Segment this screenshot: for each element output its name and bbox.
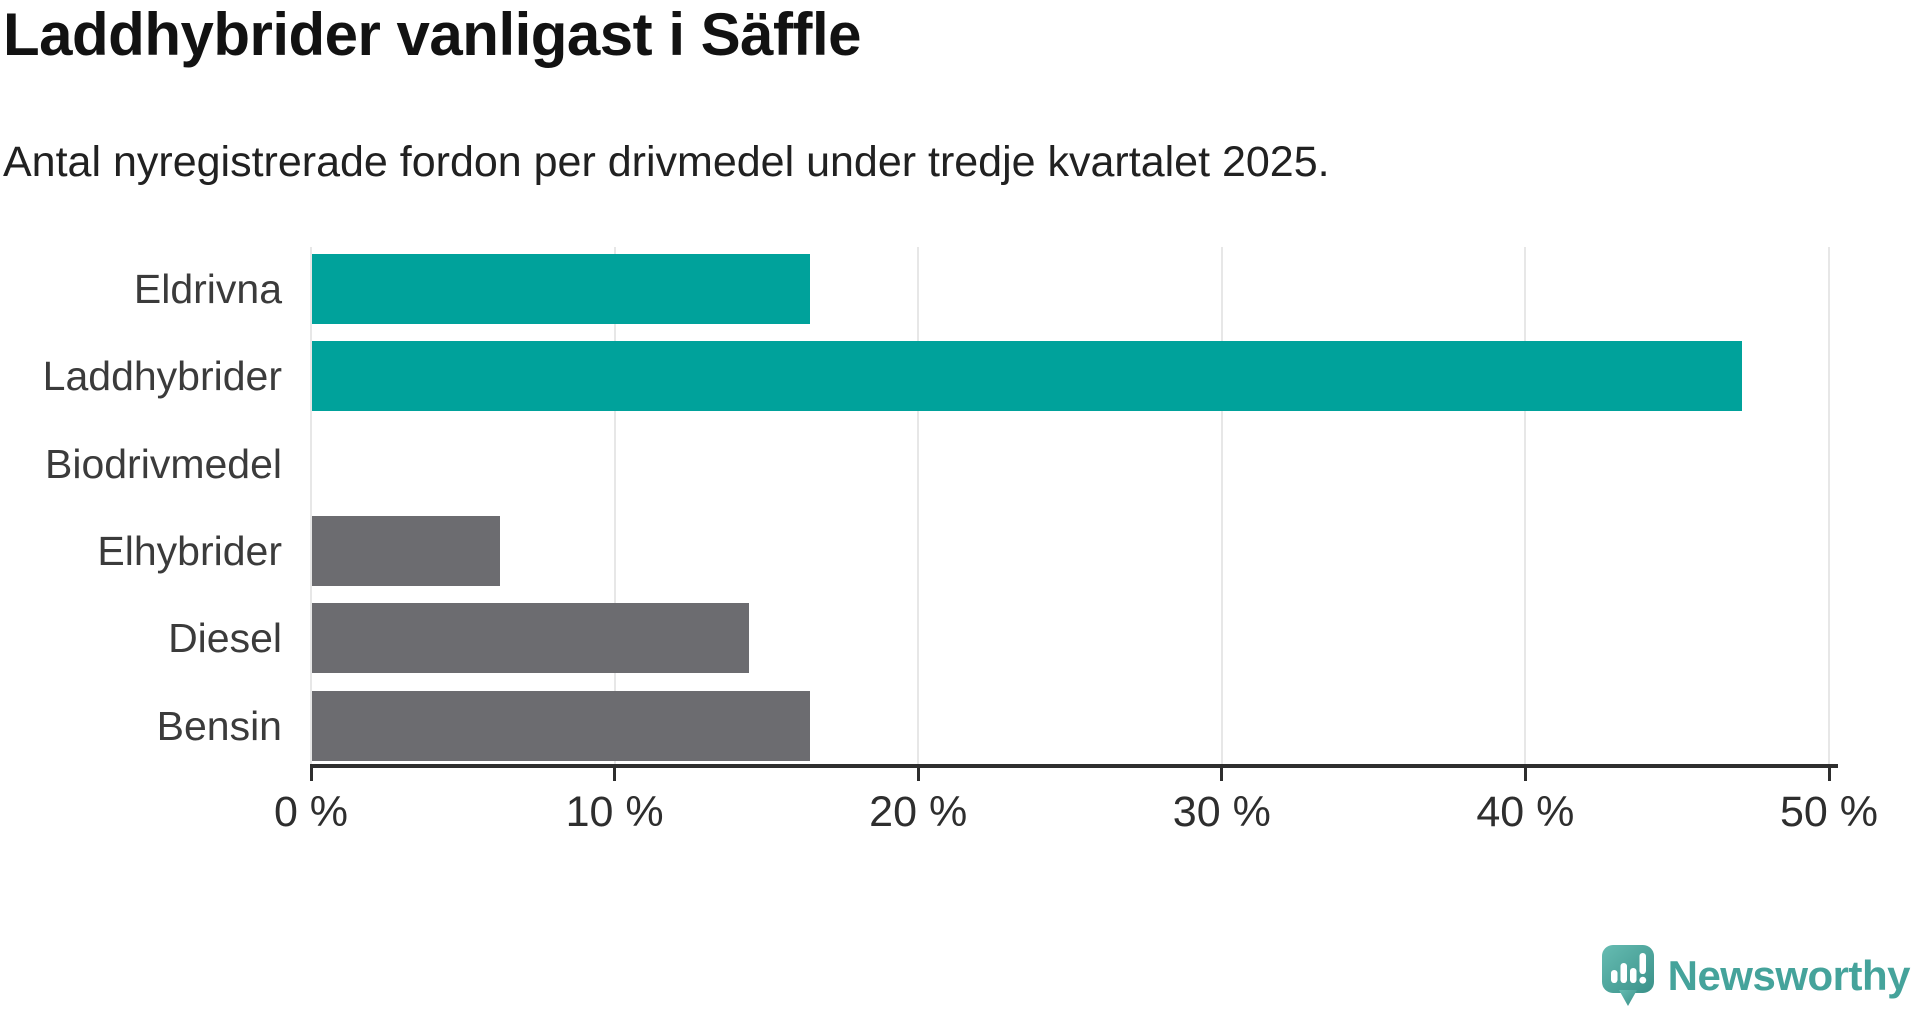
gridline bbox=[1524, 247, 1527, 764]
gridline bbox=[1828, 247, 1830, 764]
category-label: Laddhybrider bbox=[42, 353, 282, 399]
chart-title: Laddhybrider vanligast i Säffle bbox=[3, 1, 862, 68]
bar-bensin bbox=[312, 691, 810, 761]
x-axis-tick bbox=[613, 764, 617, 781]
newsworthy-logo: Newsworthy bbox=[1601, 945, 1911, 1006]
bar-elhybrider bbox=[312, 516, 500, 586]
gridline bbox=[613, 247, 616, 764]
x-axis-tick-label: 0 % bbox=[273, 788, 349, 836]
gridline bbox=[917, 247, 920, 764]
x-axis-tick bbox=[1523, 764, 1527, 781]
newsworthy-logo-icon bbox=[1601, 945, 1654, 1006]
category-label: Biodrivmedel bbox=[45, 441, 282, 487]
x-axis-tick-label: 20 % bbox=[869, 788, 968, 836]
x-axis-tick-label: 50 % bbox=[1779, 788, 1879, 836]
x-axis-tick bbox=[916, 764, 920, 781]
category-label: Diesel bbox=[168, 615, 282, 661]
bar-eldrivna bbox=[312, 254, 810, 324]
x-axis-tick bbox=[1827, 764, 1831, 781]
gridline bbox=[1220, 247, 1223, 764]
x-axis-line bbox=[311, 764, 1838, 768]
chart-subtitle: Antal nyregistrerade fordon per drivmede… bbox=[3, 138, 1330, 186]
newsworthy-logo-text: Newsworthy bbox=[1667, 951, 1911, 999]
category-label: Bensin bbox=[156, 703, 282, 749]
category-label: Elhybrider bbox=[97, 528, 282, 574]
x-axis-tick bbox=[309, 764, 313, 781]
x-axis-tick-label: 30 % bbox=[1172, 788, 1271, 836]
gridline bbox=[310, 247, 312, 764]
bar-diesel bbox=[312, 603, 749, 673]
x-axis-tick bbox=[1220, 764, 1224, 781]
x-axis-tick-label: 40 % bbox=[1476, 788, 1575, 836]
category-label: Eldrivna bbox=[133, 266, 282, 312]
x-axis-tick-label: 10 % bbox=[565, 788, 664, 836]
bar-laddhybrider bbox=[312, 341, 1742, 411]
